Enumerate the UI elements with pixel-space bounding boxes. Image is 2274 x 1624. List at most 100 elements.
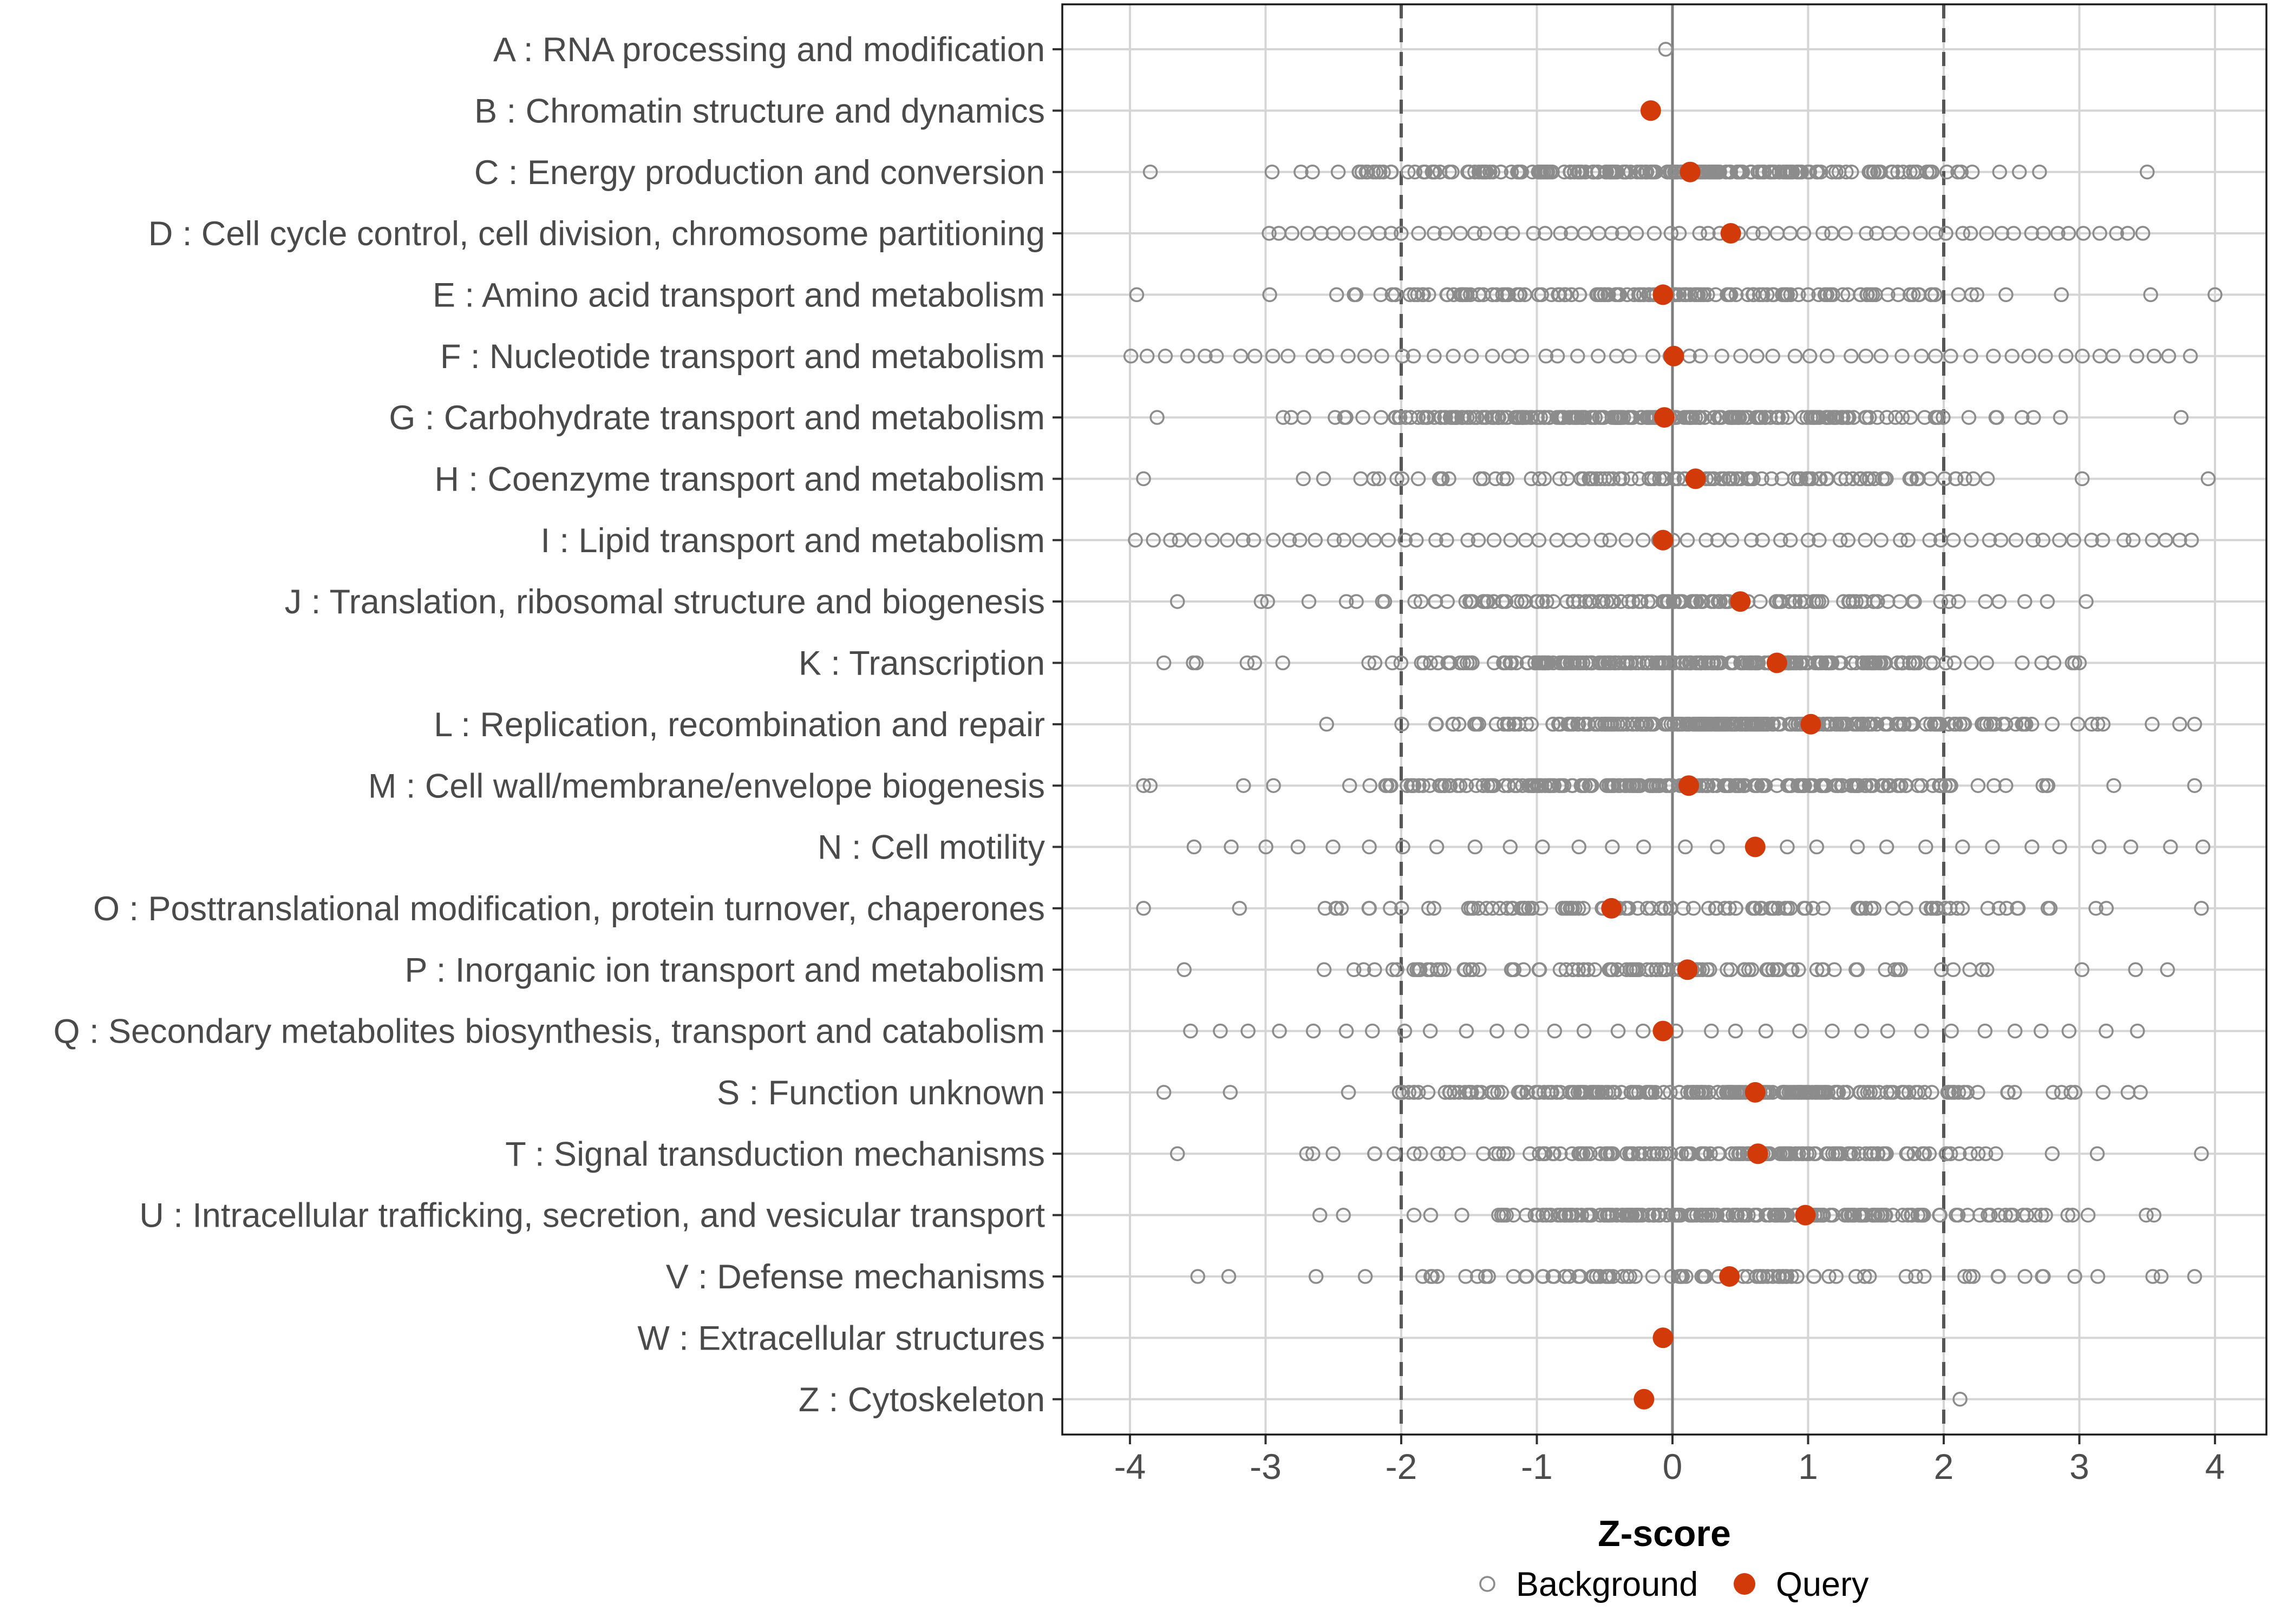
background-point xyxy=(1433,410,1449,425)
background-point xyxy=(1580,962,1596,978)
background-point xyxy=(1815,1207,1831,1223)
background-point xyxy=(1900,533,1916,548)
background-point xyxy=(2200,471,2216,487)
background-point xyxy=(1415,1269,1430,1284)
background-point xyxy=(1406,1085,1422,1100)
background-point xyxy=(1488,471,1504,487)
background-point xyxy=(1977,1023,1993,1039)
background-point xyxy=(1423,655,1438,671)
background-point xyxy=(1964,655,1979,671)
background-point xyxy=(2038,349,2053,364)
background-point xyxy=(1539,594,1554,609)
background-point xyxy=(1981,1207,1996,1223)
background-point xyxy=(1584,1207,1599,1223)
background-point xyxy=(1752,1269,1767,1284)
background-point xyxy=(1601,1085,1616,1100)
background-point xyxy=(1768,1207,1783,1223)
background-point xyxy=(1963,1146,1978,1162)
background-point xyxy=(1489,1023,1505,1039)
background-point xyxy=(1156,1085,1172,1100)
background-point xyxy=(1330,164,1346,180)
background-point xyxy=(2080,1207,2096,1223)
background-point xyxy=(1427,226,1442,241)
background-point xyxy=(1319,349,1335,364)
background-point xyxy=(1552,778,1567,793)
background-point xyxy=(1458,1269,1473,1284)
background-point xyxy=(1879,1085,1895,1100)
background-point xyxy=(1476,226,1492,241)
background-point xyxy=(1506,962,1522,978)
background-point xyxy=(1737,1207,1753,1223)
query-point xyxy=(1685,468,1706,489)
background-point xyxy=(2050,226,2066,241)
background-point xyxy=(1518,594,1533,609)
background-point xyxy=(1583,410,1598,425)
y-axis-label: J : Translation, ribosomal structure and… xyxy=(285,583,1045,621)
background-point xyxy=(1404,778,1420,793)
background-point xyxy=(1722,778,1738,793)
background-point xyxy=(1208,349,1224,364)
background-point xyxy=(2034,1023,2049,1039)
background-point xyxy=(1463,349,1479,364)
background-point xyxy=(2063,1085,2079,1100)
background-point xyxy=(1319,717,1334,732)
background-point xyxy=(2153,1269,2169,1284)
background-point xyxy=(1733,1146,1748,1162)
background-point xyxy=(1772,1146,1788,1162)
background-point xyxy=(1820,410,1835,425)
background-point xyxy=(1858,901,1873,916)
background-point xyxy=(1530,1207,1545,1223)
background-point xyxy=(1232,901,1247,916)
background-point xyxy=(1472,962,1487,978)
background-point xyxy=(1467,839,1483,855)
background-point xyxy=(1746,226,1761,241)
background-point xyxy=(1691,717,1707,732)
background-point xyxy=(1529,594,1544,609)
background-point xyxy=(1454,1207,1469,1223)
background-point xyxy=(1549,1085,1565,1100)
background-point xyxy=(1801,1085,1816,1100)
query-point xyxy=(1744,836,1766,857)
background-point xyxy=(1469,410,1485,425)
background-point xyxy=(2034,1207,2049,1223)
background-point xyxy=(1942,778,1957,793)
background-point xyxy=(1662,164,1677,180)
background-point xyxy=(1885,1207,1901,1223)
background-point xyxy=(2010,901,2025,916)
background-point xyxy=(1550,349,1565,364)
background-point xyxy=(1531,1085,1546,1100)
background-point xyxy=(2109,226,2124,241)
background-point xyxy=(1395,839,1410,855)
background-point xyxy=(1683,655,1698,671)
background-point xyxy=(2079,594,2094,609)
background-point xyxy=(1410,1085,1426,1100)
background-point xyxy=(1557,1207,1573,1223)
background-point xyxy=(1733,655,1748,671)
background-point xyxy=(1426,901,1442,916)
background-point xyxy=(1726,655,1741,671)
background-point xyxy=(1510,594,1525,609)
x-tick-label: 4 xyxy=(2205,1446,2225,1487)
background-point xyxy=(1781,1085,1797,1100)
background-point xyxy=(1839,410,1854,425)
background-point xyxy=(1654,901,1669,916)
background-point xyxy=(1605,839,1620,855)
background-point xyxy=(1918,717,1934,732)
legend: Background Query xyxy=(1479,1566,1869,1603)
background-point xyxy=(1341,226,1356,241)
y-axis-label: C : Energy production and conversion xyxy=(474,154,1045,192)
background-point xyxy=(2039,778,2054,793)
background-point xyxy=(1421,287,1436,303)
background-point xyxy=(1902,471,1918,487)
background-point xyxy=(1773,533,1788,548)
background-point xyxy=(1716,717,1732,732)
background-point xyxy=(1709,655,1724,671)
background-point xyxy=(1563,655,1578,671)
background-point xyxy=(1758,1023,1774,1039)
background-point xyxy=(1825,1023,1840,1039)
background-point xyxy=(1991,901,2007,916)
background-point xyxy=(2099,1023,2114,1039)
background-point xyxy=(1406,1207,1422,1223)
background-point xyxy=(1467,226,1482,241)
background-point xyxy=(1838,226,1853,241)
